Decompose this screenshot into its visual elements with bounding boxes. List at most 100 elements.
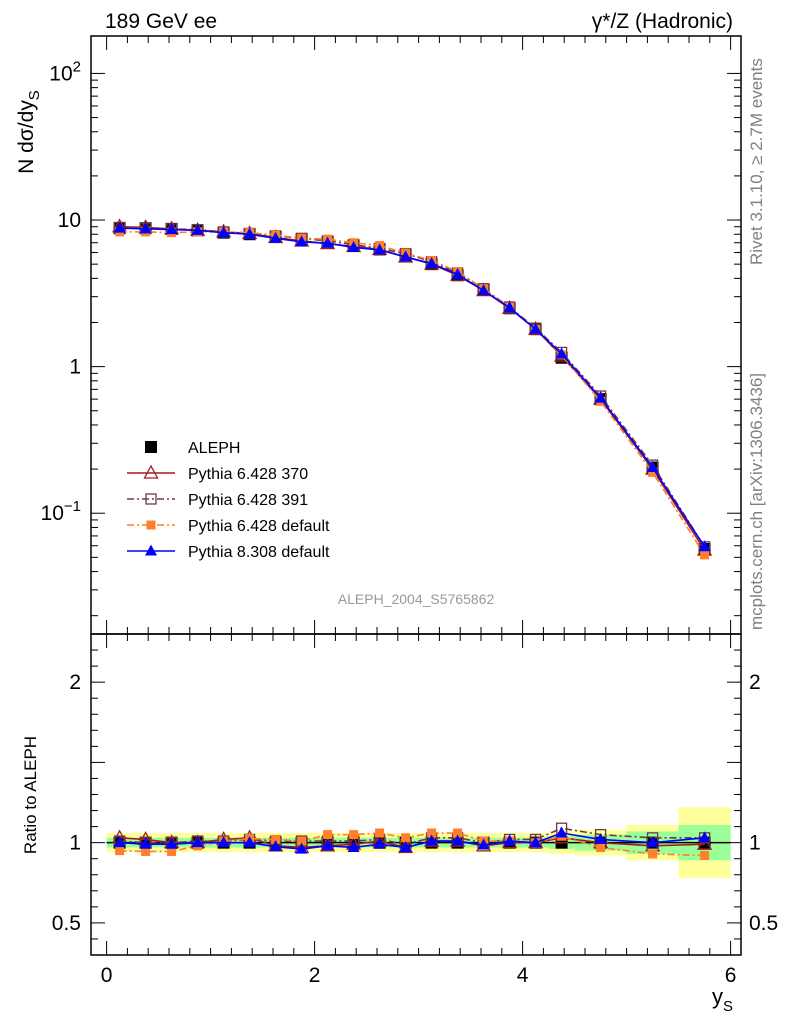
- data-point: [698, 540, 711, 552]
- y-tick-label: 1: [69, 832, 81, 855]
- data-point: [321, 839, 334, 851]
- data-point: [425, 834, 438, 846]
- ratio-series-pythia-8-308-default: [113, 826, 711, 854]
- axes-layer: 0 2 4 6 10−1 1 10 102 0.5 0.5 1 1 2 2: [41, 36, 778, 987]
- data-point: [243, 227, 256, 239]
- legend-marker: [145, 493, 157, 505]
- data-point: [596, 842, 606, 852]
- legend-marker: [145, 544, 157, 556]
- data-point: [451, 267, 464, 279]
- data-point: [648, 849, 658, 859]
- data-point: [320, 837, 336, 852]
- data-point: [503, 301, 516, 313]
- legend-entry: Pythia 6.428 370: [127, 464, 308, 483]
- data-point: [399, 250, 412, 262]
- y-tick-label: 1: [69, 356, 81, 379]
- data-point: [450, 832, 466, 847]
- ratio-frame: [90, 633, 742, 956]
- data-point: [594, 832, 607, 844]
- left-title: 189 GeV ee: [105, 10, 217, 33]
- series-pythia-6-428-default: [115, 227, 710, 560]
- legend-label: Pythia 8.308 default: [188, 544, 330, 561]
- data-point: [698, 831, 711, 843]
- y-tick-label-right: 0.5: [749, 912, 778, 935]
- x-tick-label: 0: [101, 964, 113, 987]
- data-point: [113, 836, 126, 848]
- data-point: [646, 461, 659, 473]
- legend: ALEPH Pythia 6.428 370 Pythia 6.428 391 Pyt…: [127, 440, 330, 561]
- data-point: [453, 828, 463, 838]
- data-point: [167, 846, 177, 856]
- legend-marker: [143, 464, 159, 479]
- analysis-watermark: ALEPH_2004_S5765862: [338, 591, 495, 607]
- y-tick-label: 10: [58, 209, 81, 232]
- rivet-label: Rivet 3.1.10, ≥ 2.7M events: [747, 58, 766, 265]
- data-point: [373, 243, 386, 255]
- data-point: [243, 836, 256, 848]
- right-title: γ*/Z (Hadronic): [592, 10, 733, 33]
- data-point: [399, 840, 412, 852]
- y-tick-label-right: 1: [749, 832, 761, 855]
- data-point: [349, 830, 359, 840]
- data-point: [427, 828, 437, 838]
- legend-entry: ALEPH: [145, 440, 240, 457]
- series-line: [119, 832, 705, 857]
- data-point: [594, 391, 607, 403]
- data-point: [425, 257, 438, 269]
- data-point: [529, 322, 542, 334]
- x-tick-label: 2: [309, 964, 321, 987]
- data-point: [700, 550, 710, 560]
- mcplots-label: mcplots.cern.ch [arXiv:1306.3436]: [747, 373, 766, 630]
- ratio-series-layer: [112, 822, 713, 860]
- legend-entry: Pythia 6.428 default: [127, 518, 330, 535]
- data-point: [321, 236, 334, 248]
- data-point: [529, 836, 542, 848]
- data-point: [401, 833, 411, 843]
- data-point: [451, 834, 464, 846]
- data-point: [477, 838, 490, 850]
- x-tick-label: 6: [725, 964, 737, 987]
- y-tick-label: 2: [69, 671, 81, 694]
- legend-label: Pythia 6.428 default: [188, 518, 330, 535]
- data-point: [373, 837, 386, 849]
- legend-label: Pythia 6.428 391: [188, 492, 308, 509]
- data-point: [139, 222, 152, 234]
- data-point: [191, 223, 204, 235]
- ratio-axis-label: Ratio to ALEPH: [21, 736, 40, 854]
- y-axis-label: N dσ/dyS: [15, 90, 43, 174]
- data-point: [295, 235, 308, 247]
- data-point: [115, 846, 125, 856]
- data-point: [113, 221, 126, 233]
- data-point: [700, 850, 710, 860]
- data-point: [477, 284, 490, 296]
- data-point: [191, 836, 204, 848]
- data-point: [297, 836, 307, 846]
- x-tick-label: 4: [517, 964, 529, 987]
- data-point: [269, 231, 282, 243]
- data-point: [269, 840, 282, 852]
- data-point: [503, 834, 516, 846]
- data-point: [141, 846, 151, 856]
- data-point: [347, 840, 360, 852]
- legend-label: Pythia 6.428 370: [188, 466, 308, 483]
- data-point: [555, 826, 568, 838]
- data-point: [555, 347, 568, 359]
- y-tick-label: 10−1: [41, 498, 81, 525]
- legend-entry: Pythia 8.308 default: [127, 544, 330, 561]
- data-point: [165, 223, 178, 235]
- y-tick-label-right: 2: [749, 671, 761, 694]
- legend-marker: [145, 441, 157, 453]
- axis-labels: N dσ/dyS Ratio to ALEPH yS: [15, 90, 733, 1015]
- data-point: [424, 832, 440, 847]
- series-pythia-8-308-default: [113, 221, 711, 552]
- data-point: [139, 837, 152, 849]
- data-point: [646, 836, 659, 848]
- data-point: [217, 226, 230, 238]
- data-point: [648, 467, 658, 477]
- y-tick-label: 0.5: [52, 912, 81, 935]
- y-tick-label: 102: [49, 58, 81, 85]
- legend-entry: Pythia 6.428 391: [127, 492, 308, 509]
- legend-label: ALEPH: [188, 440, 240, 457]
- data-point: [217, 836, 230, 848]
- x-axis-label: yS: [712, 984, 733, 1015]
